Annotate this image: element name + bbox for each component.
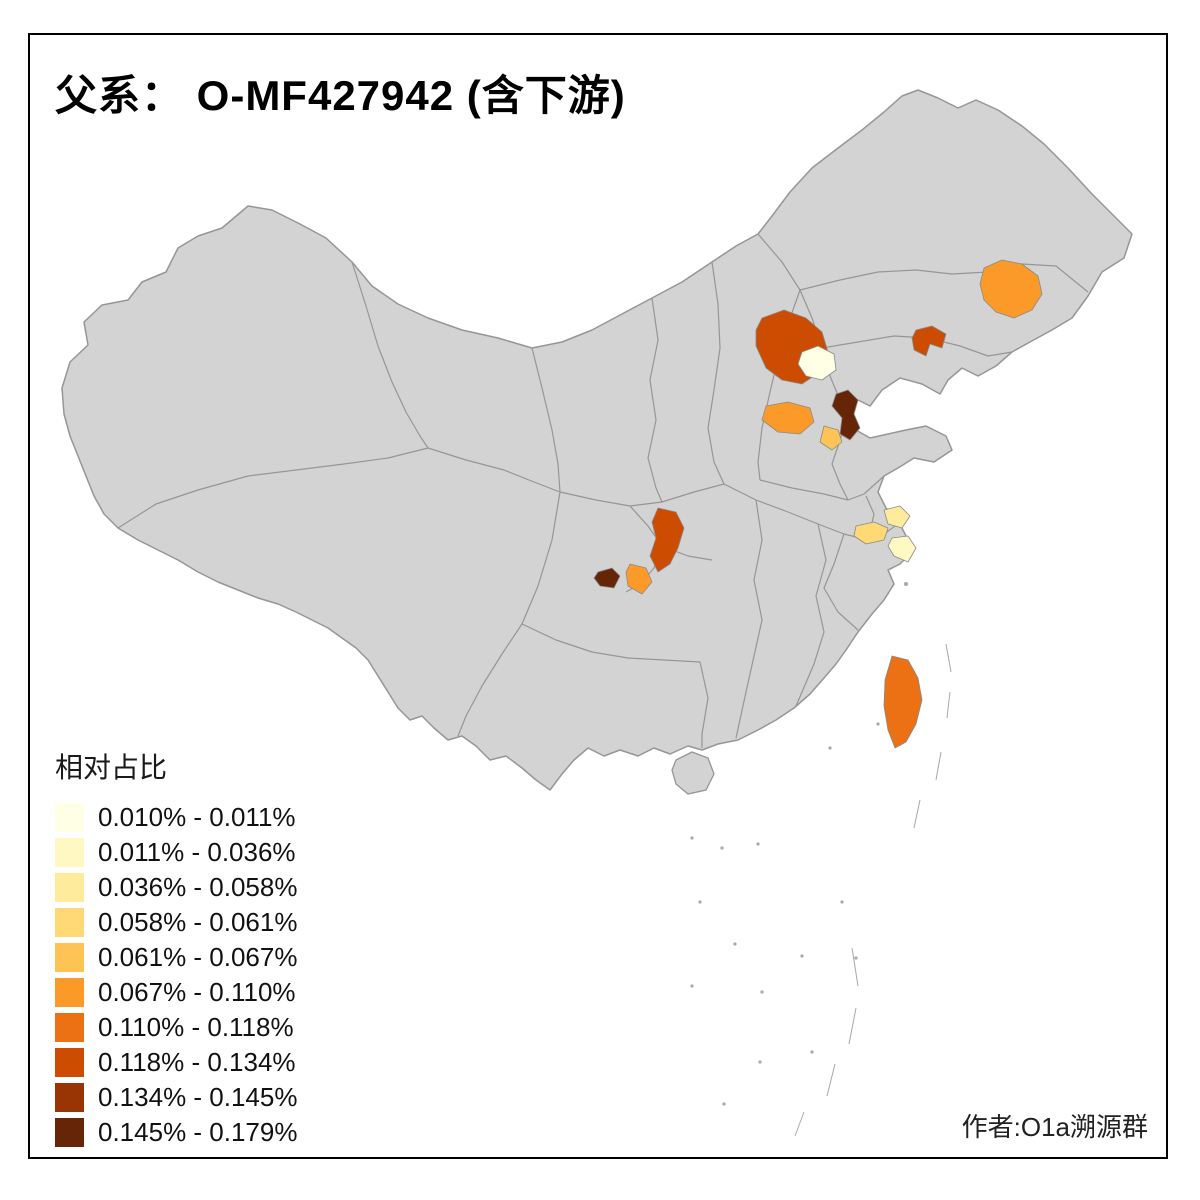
region-shanghai — [887, 535, 917, 563]
region-central-hebei — [761, 401, 815, 435]
legend-row: 0.145% - 0.179% — [55, 1115, 297, 1150]
legend-swatch — [55, 943, 84, 972]
region-northeast-jilin — [979, 259, 1043, 319]
legend-label: 0.010% - 0.011% — [98, 802, 296, 832]
legend-label: 0.061% - 0.067% — [98, 942, 298, 972]
legend-label: 0.110% - 0.118% — [98, 1012, 294, 1042]
region-shandong-small — [819, 425, 843, 451]
legend-label: 0.036% - 0.058% — [98, 872, 298, 902]
legend-swatch — [55, 1118, 84, 1147]
china-mainland — [61, 89, 1133, 791]
legend-row: 0.061% - 0.067% — [55, 940, 297, 975]
region-taiwan — [883, 655, 923, 749]
region-liaoning-small — [911, 325, 947, 357]
legend-swatch — [55, 1013, 84, 1042]
author-credit: 作者:O1a溯源群 — [961, 1112, 1148, 1142]
legend-row: 0.011% - 0.036% — [55, 835, 297, 870]
region-jiangsu-west — [853, 521, 889, 545]
legend-row: 0.058% - 0.061% — [55, 905, 297, 940]
region-shandong-dark — [831, 389, 861, 441]
highlighted-regions — [593, 259, 1043, 749]
legend-title: 相对占比 — [55, 752, 168, 783]
legend-swatch — [55, 873, 84, 902]
page-title: 父系： O-MF427942 (含下游) — [55, 72, 626, 119]
legend-row: 0.067% - 0.110% — [55, 975, 297, 1010]
legend-row: 0.010% - 0.011% — [55, 800, 297, 835]
legend-label: 0.058% - 0.061% — [98, 907, 298, 937]
legend-label: 0.134% - 0.145% — [98, 1082, 298, 1112]
region-chongqing — [649, 507, 685, 573]
legend-swatch — [55, 1048, 84, 1077]
legend-swatch — [55, 908, 84, 937]
legend-label: 0.067% - 0.110% — [98, 977, 296, 1007]
legend-row: 0.118% - 0.134% — [55, 1045, 297, 1080]
legend-row: 0.036% - 0.058% — [55, 870, 297, 905]
plot-frame — [28, 33, 1168, 1159]
minor-islands — [794, 643, 952, 1137]
hainan-island — [671, 751, 715, 795]
legend-row: 0.134% - 0.145% — [55, 1080, 297, 1115]
legend-swatch — [55, 978, 84, 1007]
legend-row: 0.110% - 0.118% — [55, 1010, 297, 1045]
legend-label: 0.011% - 0.036% — [98, 837, 296, 867]
region-beijing — [797, 345, 837, 381]
legend-swatch — [55, 803, 84, 832]
region-south-sichuan-dark — [593, 567, 621, 589]
legend-label: 0.118% - 0.134% — [98, 1047, 296, 1077]
legend-swatch — [55, 1083, 84, 1112]
region-sichuan-small — [625, 563, 653, 595]
island-dots — [690, 582, 908, 1106]
region-jiangsu-northeast — [883, 505, 911, 529]
legend-swatch — [55, 838, 84, 867]
legend-label: 0.145% - 0.179% — [98, 1117, 298, 1147]
legend: 相对占比 0.010% - 0.011% 0.011% - 0.036% 0.0… — [55, 746, 297, 1150]
